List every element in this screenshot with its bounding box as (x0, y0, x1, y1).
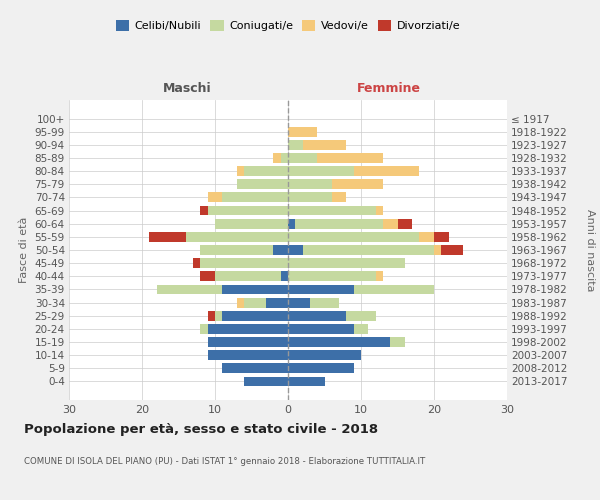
Bar (208, 324, 288, 334)
Bar (186, 232, 288, 242)
Bar (302, 245, 434, 255)
Bar (398, 219, 412, 228)
Bar (295, 219, 383, 228)
Bar (237, 166, 244, 176)
Bar (434, 232, 449, 242)
Bar (288, 258, 405, 268)
Bar (383, 219, 398, 228)
Bar (302, 140, 346, 150)
Bar (274, 245, 288, 255)
Bar (223, 311, 288, 320)
Bar (346, 311, 376, 320)
Bar (244, 298, 266, 308)
Bar (288, 140, 302, 150)
Bar (288, 298, 310, 308)
Bar (390, 337, 405, 347)
Bar (200, 206, 208, 216)
Bar (237, 298, 244, 308)
Bar (354, 324, 368, 334)
Y-axis label: Anni di nascita: Anni di nascita (584, 209, 595, 291)
Bar (288, 192, 332, 202)
Bar (419, 232, 434, 242)
Bar (288, 219, 295, 228)
Legend: Celibi/Nubili, Coniugati/e, Vedovi/e, Divorziati/e: Celibi/Nubili, Coniugati/e, Vedovi/e, Di… (112, 16, 464, 36)
Bar (288, 350, 361, 360)
Y-axis label: Fasce di età: Fasce di età (19, 217, 29, 283)
Bar (200, 272, 215, 281)
Bar (149, 232, 186, 242)
Bar (208, 192, 223, 202)
Bar (215, 311, 223, 320)
Bar (288, 324, 354, 334)
Bar (288, 232, 419, 242)
Bar (288, 364, 354, 373)
Bar (441, 245, 463, 255)
Bar (281, 153, 288, 163)
Bar (200, 258, 288, 268)
Bar (208, 206, 288, 216)
Bar (274, 153, 281, 163)
Bar (288, 127, 317, 136)
Bar (281, 272, 288, 281)
Bar (288, 284, 354, 294)
Text: Popolazione per età, sesso e stato civile - 2018: Popolazione per età, sesso e stato civil… (24, 422, 378, 436)
Bar (223, 192, 288, 202)
Bar (354, 166, 419, 176)
Bar (288, 166, 354, 176)
Bar (288, 272, 376, 281)
Bar (332, 180, 383, 189)
Bar (237, 180, 288, 189)
Text: Maschi: Maschi (163, 82, 212, 95)
Bar (215, 219, 288, 228)
Bar (193, 258, 200, 268)
Bar (332, 192, 346, 202)
Text: Femmine: Femmine (357, 82, 421, 95)
Bar (434, 245, 442, 255)
Bar (208, 350, 288, 360)
Bar (215, 272, 281, 281)
Bar (208, 337, 288, 347)
Bar (354, 284, 434, 294)
Bar (266, 298, 288, 308)
Bar (288, 153, 317, 163)
Bar (376, 206, 383, 216)
Bar (288, 180, 332, 189)
Bar (288, 337, 390, 347)
Bar (288, 311, 346, 320)
Bar (200, 245, 274, 255)
Bar (376, 272, 383, 281)
Bar (288, 206, 376, 216)
Bar (200, 324, 208, 334)
Bar (288, 376, 325, 386)
Bar (317, 153, 383, 163)
Bar (223, 364, 288, 373)
Bar (223, 284, 288, 294)
Bar (208, 311, 215, 320)
Bar (310, 298, 339, 308)
Bar (244, 376, 288, 386)
Bar (244, 166, 288, 176)
Text: COMUNE DI ISOLA DEL PIANO (PU) - Dati ISTAT 1° gennaio 2018 - Elaborazione TUTTI: COMUNE DI ISOLA DEL PIANO (PU) - Dati IS… (24, 458, 425, 466)
Bar (288, 245, 302, 255)
Bar (157, 284, 223, 294)
